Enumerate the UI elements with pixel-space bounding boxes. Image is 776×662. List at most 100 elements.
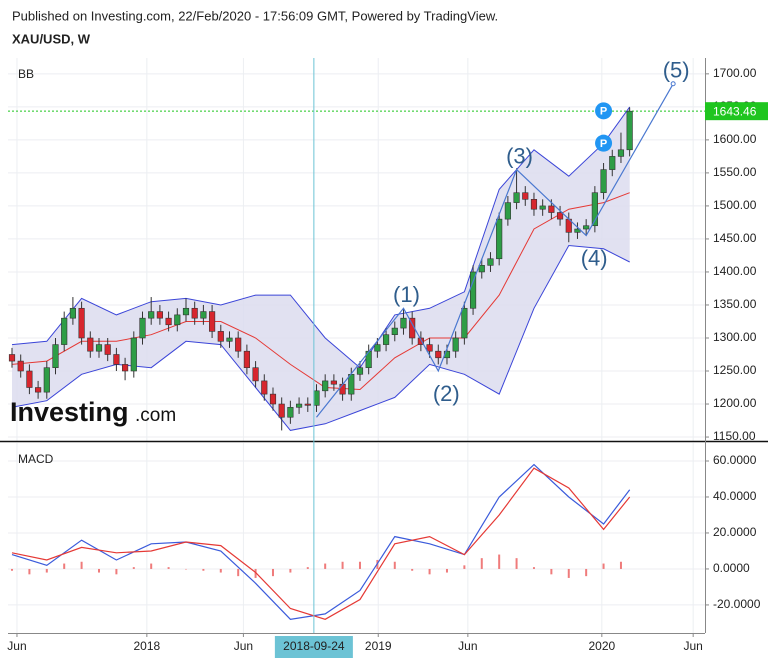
candle-body xyxy=(556,212,564,220)
pivot-marker xyxy=(595,134,613,152)
candle-body xyxy=(382,334,390,345)
y-tick-label: 1150.00 xyxy=(713,429,756,443)
candle-body xyxy=(513,192,520,203)
candle-body xyxy=(226,337,233,342)
candle-body xyxy=(478,265,485,273)
candle-body xyxy=(26,370,33,388)
candle-body xyxy=(435,350,442,359)
candle-body xyxy=(113,354,120,365)
candle-body xyxy=(261,380,268,395)
price-label-box xyxy=(705,102,768,121)
y-tick-label: 1600.00 xyxy=(713,132,757,146)
candle-body xyxy=(17,360,24,372)
candle-body xyxy=(252,367,259,382)
symbol: XAU/USD, W xyxy=(12,31,91,46)
y-tick-label: 1700.00 xyxy=(713,66,757,80)
histogram-bar xyxy=(411,568,414,571)
histogram-bar xyxy=(63,563,66,569)
candle-body xyxy=(522,192,529,200)
y-tick-label: -20.0000 xyxy=(713,597,761,611)
candle-body xyxy=(35,387,42,393)
macd-pane xyxy=(8,443,705,633)
wave-end xyxy=(670,81,676,87)
pane-label: BB xyxy=(18,67,34,81)
candle-body xyxy=(322,380,329,392)
histogram-bar xyxy=(219,568,222,573)
candle-body xyxy=(617,149,625,157)
candle-body xyxy=(530,199,538,210)
x-tick-label: 2019 xyxy=(365,639,392,653)
pivot-label: P xyxy=(600,106,607,118)
candle-body xyxy=(104,344,111,355)
wave-label: (3) xyxy=(506,143,533,168)
histogram-bar xyxy=(341,561,344,569)
histogram-bar xyxy=(498,554,501,569)
candle-body xyxy=(339,383,346,395)
pane-label: MACD xyxy=(18,452,54,466)
candle-body xyxy=(583,225,590,230)
histogram-bar xyxy=(619,561,622,569)
candle-body xyxy=(95,344,103,352)
histogram-bar xyxy=(585,568,588,577)
y-tick-label: 1450.00 xyxy=(713,231,757,245)
axes: 1150.00 1200.00 1250.00 1300.00 1350.00 1400.… xyxy=(7,66,760,653)
candle-body xyxy=(391,327,398,335)
price-label: 1643.46 xyxy=(713,104,757,118)
histogram-bar xyxy=(428,568,431,575)
wave-line xyxy=(316,83,674,418)
published-note: Published on Investing.com, 22/Feb/2020 … xyxy=(12,8,498,23)
y-tick-label: 60.0000 xyxy=(713,453,757,467)
x-tick-label: Jun xyxy=(234,639,253,653)
histogram-bar xyxy=(463,565,466,569)
y-tick-label: 1200.00 xyxy=(713,396,757,410)
candle-body xyxy=(61,317,68,345)
histogram-bar xyxy=(28,568,31,575)
candle-body xyxy=(539,205,546,210)
y-tick-label: 20.0000 xyxy=(713,525,757,539)
candle-body xyxy=(174,314,181,326)
histogram-bar xyxy=(324,563,327,569)
candle-body xyxy=(348,374,355,395)
candle-body xyxy=(209,311,216,332)
candle-body xyxy=(609,156,616,170)
macd-line xyxy=(11,467,631,620)
histogram-bar xyxy=(167,567,170,569)
histogram-bar xyxy=(80,561,83,569)
candle-body xyxy=(496,218,503,260)
histogram-bar xyxy=(237,568,240,577)
candle-body xyxy=(200,311,207,319)
histogram-bar xyxy=(45,568,48,573)
histogram-bar xyxy=(550,568,553,575)
histogram-bar xyxy=(306,567,309,569)
y-tick-label: 1300.00 xyxy=(713,330,757,344)
y-tick-label: 1400.00 xyxy=(713,264,757,278)
candle-body xyxy=(330,380,337,385)
candle-body xyxy=(156,311,163,319)
pivot-marker xyxy=(595,102,613,120)
candle-body xyxy=(504,202,511,220)
x-tick-label: 2018 xyxy=(133,639,160,653)
x-tick-label: Jun xyxy=(458,639,477,653)
x-tick-label: Jun xyxy=(7,639,26,653)
candle-body xyxy=(626,110,633,151)
histogram-bar xyxy=(480,558,483,569)
histogram-bar xyxy=(254,568,257,578)
candle-body xyxy=(487,258,494,266)
logo: Investing xyxy=(10,397,129,427)
candle-body xyxy=(374,344,381,352)
candle-body xyxy=(304,403,311,406)
histogram-bar xyxy=(115,568,118,575)
candle-body xyxy=(52,344,59,369)
price-pane xyxy=(8,58,705,441)
x-tick-label: Jun xyxy=(683,639,702,653)
wave-label: (5) xyxy=(663,58,690,83)
histogram-bar xyxy=(150,563,153,569)
candle-body xyxy=(295,403,303,408)
candle-body xyxy=(165,317,172,326)
candle-body xyxy=(235,337,242,352)
candle-body xyxy=(426,344,433,352)
candle-body xyxy=(313,390,320,406)
candle-body xyxy=(269,393,277,405)
candle-body xyxy=(400,317,407,329)
candle-body xyxy=(87,337,94,352)
